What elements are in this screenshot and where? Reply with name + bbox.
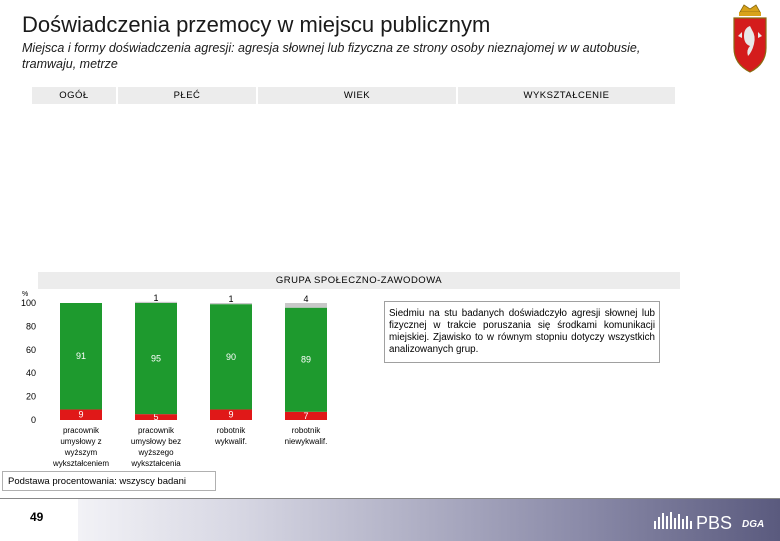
warsaw-crest-icon [733, 4, 767, 73]
logo-sub-text: DGA [742, 519, 764, 530]
bar-segment [60, 303, 102, 410]
slide-subtitle: Miejsca i formy doświadczenia agresji: a… [22, 41, 641, 71]
y-tick-label: 0 [31, 415, 36, 425]
footer-bar: 49 PBS DGA [0, 498, 780, 541]
category-label: wyższym [64, 448, 98, 457]
header-wyksztalcenie: WYKSZTAŁCENIE [458, 87, 675, 104]
y-tick-label: 60 [26, 345, 36, 355]
data-label: 89 [301, 355, 311, 365]
y-tick-label: 40 [26, 368, 36, 378]
bar-segment [210, 409, 252, 420]
category-label: niewykwalif. [285, 437, 328, 446]
category-label: wykwalif. [214, 437, 247, 446]
header-plec: PŁEĆ [118, 87, 256, 104]
data-label: 95 [151, 354, 161, 364]
category-label: pracownik [138, 426, 175, 435]
data-label: 90 [226, 352, 236, 362]
category-label: robotnik [217, 426, 246, 435]
y-tick-label: 80 [26, 321, 36, 331]
bar-segment [60, 409, 102, 420]
bar-segment [135, 414, 177, 420]
bar-segment [210, 303, 252, 305]
data-label: 1 [228, 294, 233, 304]
data-label: 9 [78, 410, 83, 420]
page-number: 49 [0, 499, 78, 541]
slide-title: Doświadczenia przemocy w miejscu publicz… [22, 12, 491, 37]
y-tick-label: 100 [21, 298, 36, 308]
percent-marker: % [22, 291, 28, 298]
data-label: 1 [153, 293, 158, 303]
section-label: GRUPA SPOŁECZNO-ZAWODOWA [38, 272, 680, 289]
header-ogol: OGÓŁ [32, 87, 116, 104]
category-label: umysłowy bez [131, 437, 181, 446]
header-wiek: WIEK [258, 87, 456, 104]
category-label: pracownik [63, 426, 100, 435]
data-label: 91 [76, 351, 86, 361]
data-label: 4 [303, 294, 308, 304]
data-label: 7 [303, 411, 308, 421]
category-label: robotnik [292, 426, 321, 435]
data-label: 5 [153, 412, 158, 422]
category-label: wykształcenia [130, 459, 181, 468]
pbs-logo-icon: PBS DGA [654, 512, 764, 533]
commentary-note: Siedmiu na stu badanych doświadczyło agr… [384, 301, 660, 363]
bar-segment [285, 307, 327, 412]
y-tick-label: 20 [26, 392, 36, 402]
category-label: wykształceniem [52, 459, 109, 468]
bar-segment [135, 301, 177, 303]
data-label: 9 [228, 410, 233, 420]
bar-segment [285, 411, 327, 420]
bar-segment [285, 303, 327, 308]
base-note: Podstawa procentowania: wszyscy badani [2, 471, 216, 491]
category-label: wyższego [137, 448, 174, 457]
category-label: umysłowy z [60, 437, 101, 446]
logo-text: PBS [696, 513, 732, 533]
bar-segment [210, 304, 252, 410]
bar-segment [135, 303, 177, 415]
